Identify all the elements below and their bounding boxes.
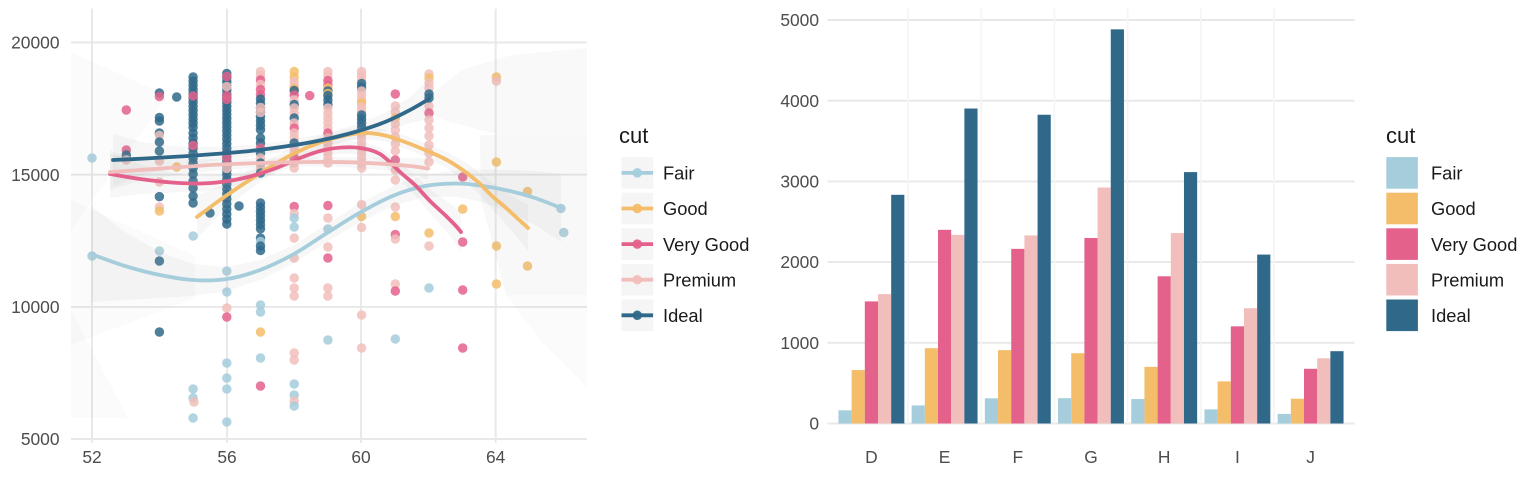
svg-text:56: 56 — [217, 447, 236, 467]
svg-text:J: J — [1306, 447, 1315, 467]
svg-text:Very Good: Very Good — [1431, 234, 1517, 255]
svg-text:E: E — [939, 447, 951, 467]
svg-text:D: D — [865, 447, 878, 467]
svg-text:Ideal: Ideal — [1431, 305, 1471, 326]
svg-text:H: H — [1158, 447, 1171, 467]
svg-text:0: 0 — [809, 414, 819, 434]
svg-text:Good: Good — [663, 198, 708, 219]
svg-text:G: G — [1084, 447, 1098, 467]
svg-text:cut: cut — [1386, 123, 1415, 148]
svg-text:4000: 4000 — [780, 91, 819, 111]
svg-text:5000: 5000 — [780, 10, 819, 30]
svg-text:Very Good: Very Good — [663, 234, 749, 255]
svg-text:64: 64 — [486, 447, 506, 467]
svg-text:2000: 2000 — [780, 252, 819, 272]
svg-text:60: 60 — [351, 447, 370, 467]
svg-text:20000: 20000 — [11, 33, 59, 53]
svg-text:15000: 15000 — [11, 165, 59, 185]
svg-text:cut: cut — [619, 123, 648, 148]
svg-text:10000: 10000 — [11, 297, 59, 317]
svg-text:Fair: Fair — [663, 163, 694, 184]
svg-text:Fair: Fair — [1431, 163, 1462, 184]
svg-text:F: F — [1012, 447, 1023, 467]
svg-text:Premium: Premium — [663, 269, 736, 290]
svg-text:1000: 1000 — [780, 333, 819, 353]
svg-text:Ideal: Ideal — [663, 305, 703, 326]
svg-text:3000: 3000 — [780, 172, 819, 192]
svg-text:Premium: Premium — [1431, 269, 1504, 290]
svg-text:Good: Good — [1431, 198, 1476, 219]
svg-text:5000: 5000 — [21, 429, 60, 449]
svg-text:52: 52 — [82, 447, 101, 467]
svg-text:I: I — [1235, 447, 1240, 467]
